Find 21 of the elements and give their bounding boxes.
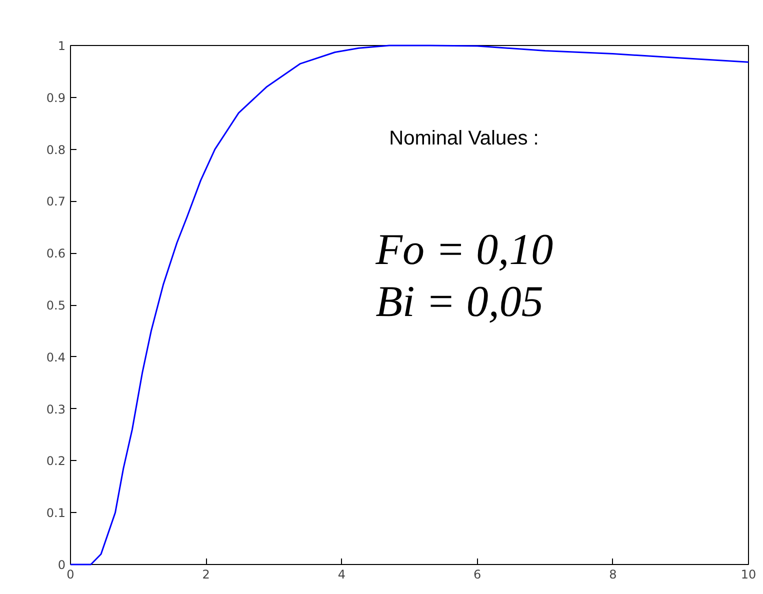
y-tick-label: 0.8	[46, 142, 66, 157]
line-series	[70, 44, 750, 566]
x-tick-label: 8	[609, 568, 617, 582]
x-tick-label: 2	[202, 568, 210, 582]
annotation: Bi = 0,05	[376, 276, 544, 326]
x-tick-label: 6	[473, 568, 482, 582]
y-tick-label: 1	[58, 39, 66, 53]
x-tick-label: 4	[338, 568, 346, 582]
y-tick-label: 0.7	[46, 194, 66, 209]
y-tick-label: 0.6	[46, 246, 66, 261]
annotation: Fo = 0,10	[374, 224, 554, 274]
x-tick-label: 10	[740, 568, 756, 582]
y-tick-label: 0.9	[46, 90, 66, 105]
y-tick-label: 0.1	[46, 506, 66, 520]
y-tick-label: 0.2	[46, 454, 66, 468]
x-tick-label: 0	[66, 568, 74, 582]
y-tick-label: 0.5	[46, 298, 66, 312]
annotation: Nominal Values :	[389, 127, 539, 150]
y-tick-label: 0.4	[46, 350, 66, 364]
y-tick-label: 0.3	[46, 402, 66, 416]
y-tick-label: 0	[58, 558, 66, 572]
